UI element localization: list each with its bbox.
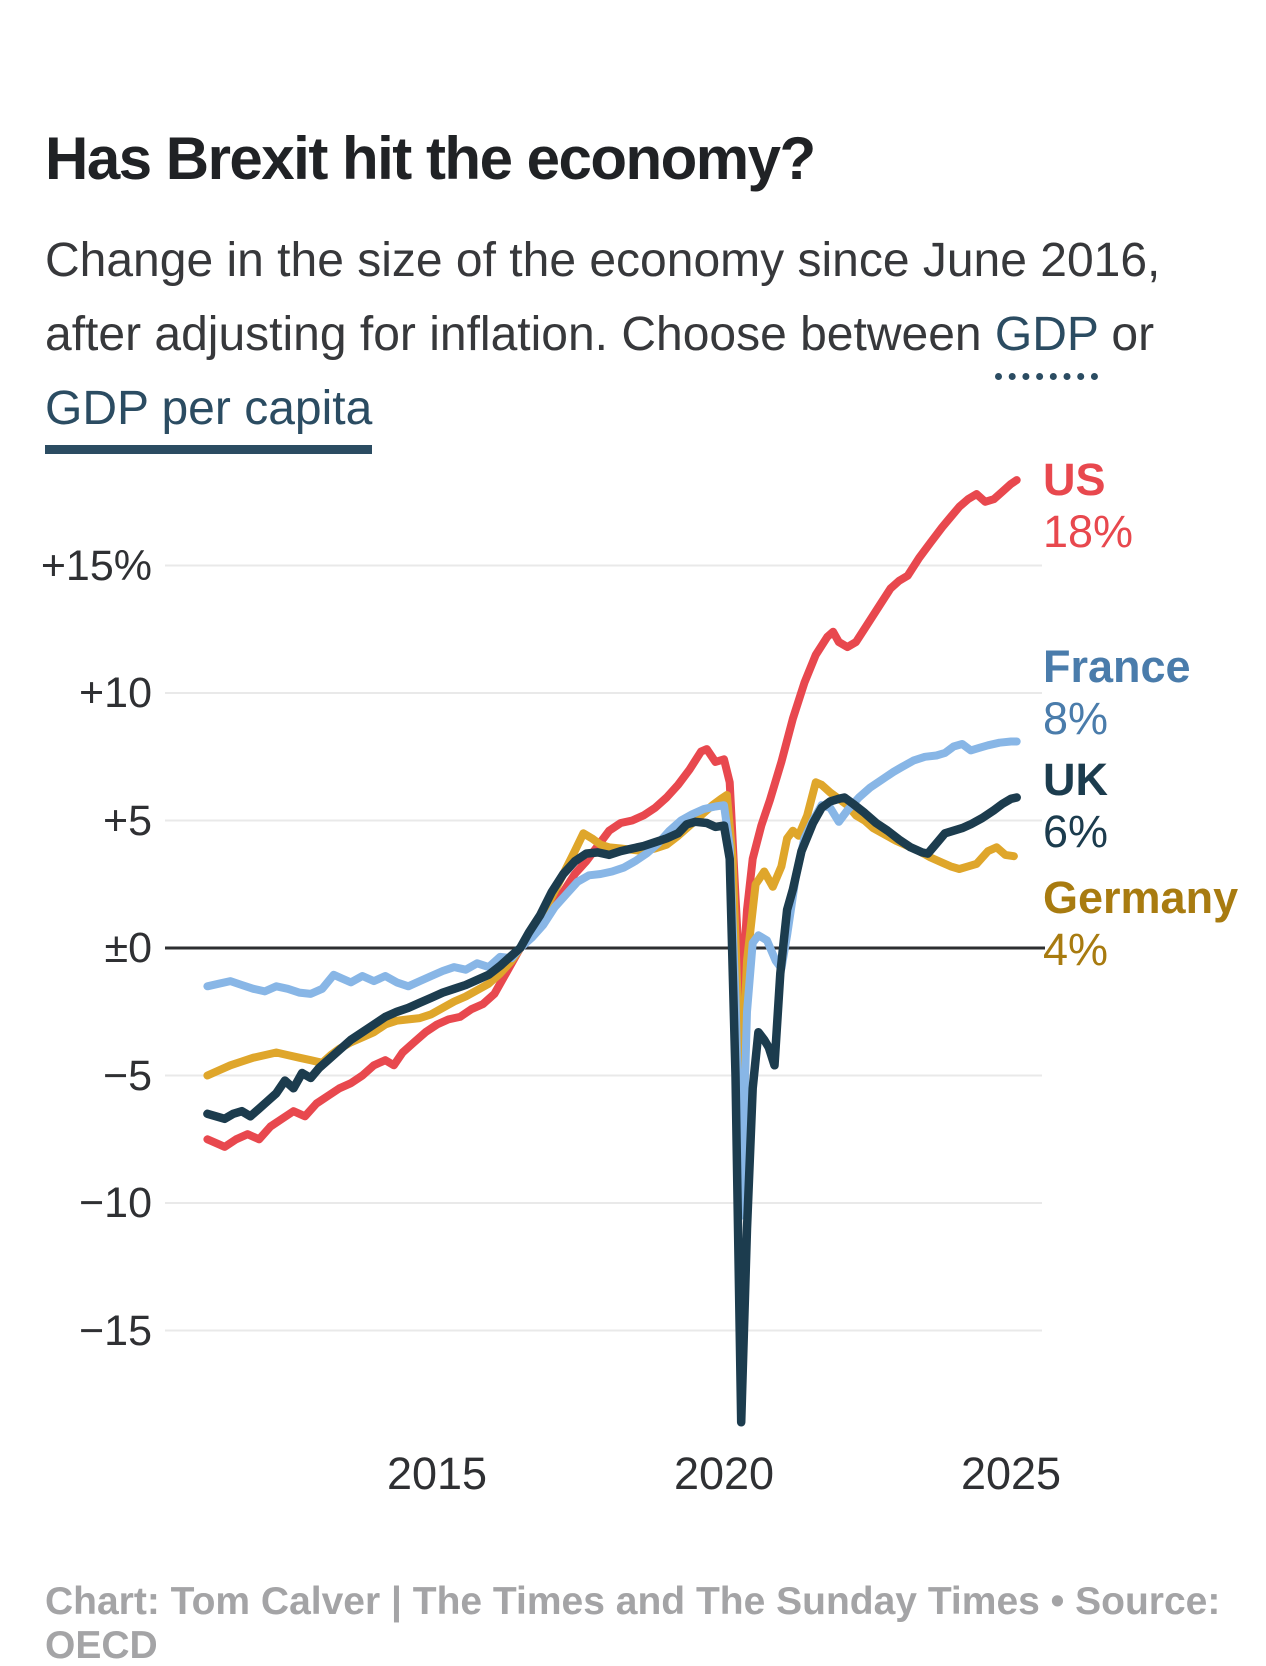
y-axis-label: −15	[79, 1306, 152, 1355]
y-axis-label: +15%	[40, 541, 152, 590]
subtitle-text: Change in the size of the economy since …	[45, 234, 1161, 361]
x-axis-label: 2015	[386, 1448, 488, 1499]
x-axis-label: 2025	[960, 1448, 1062, 1499]
y-axis-label: −10	[79, 1179, 152, 1227]
y-axis-label: +5	[102, 796, 152, 845]
subtitle-or-text: or	[1098, 308, 1155, 361]
series-line-uk	[203, 793, 1021, 1427]
y-axis-label: +10	[79, 669, 152, 717]
gdp-per-capita-toggle-link[interactable]: GDP per capita	[45, 382, 373, 454]
series-label-france: France	[1043, 641, 1191, 692]
chart-title: Has Brexit hit the economy?	[45, 125, 816, 193]
series-value-us: 18%	[1043, 506, 1134, 557]
series-value-germany: 4%	[1043, 924, 1109, 975]
series-line-us	[203, 476, 1021, 1151]
series-line-germany	[203, 778, 1018, 1105]
series-label-germany: Germany	[1043, 872, 1239, 923]
series-label-uk: UK	[1043, 754, 1108, 805]
series-value-uk: 6%	[1043, 806, 1109, 857]
footer-credit: Chart: Tom Calver | The Times and The Su…	[45, 1580, 1221, 1666]
chart-subtitle: Change in the size of the economy since …	[45, 224, 1185, 454]
x-axis-label: 2020	[673, 1448, 775, 1499]
series-value-france: 8%	[1043, 693, 1109, 744]
y-axis-label: −5	[102, 1051, 152, 1100]
series-label-us: US	[1043, 454, 1106, 505]
gdp-toggle-link[interactable]: GDP	[994, 308, 1099, 380]
y-axis-label: ±0	[104, 924, 152, 972]
series-line-france	[203, 737, 1021, 1220]
